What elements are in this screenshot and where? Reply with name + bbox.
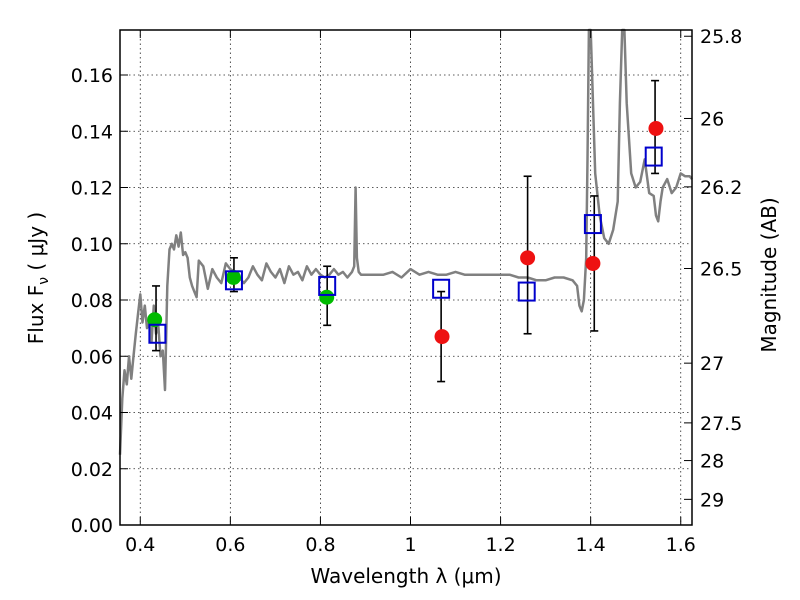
x-tick-label: 1	[404, 534, 416, 556]
y2-tick-label: 27	[700, 353, 724, 375]
errorbar-series	[152, 79, 660, 383]
red-data-point	[648, 120, 664, 136]
y-tick-label: 0.06	[71, 346, 113, 368]
y2-tick-label: 25.8	[700, 26, 742, 48]
y-axis-label-unit: ( μJy )	[24, 212, 48, 277]
green-data-point	[147, 312, 163, 328]
y2-tick-label: 26.2	[700, 177, 742, 199]
y-axis-label-sub: ν	[36, 277, 52, 285]
model-box	[318, 275, 337, 296]
y-tick-label: 0.14	[71, 121, 113, 143]
model-box	[148, 323, 167, 344]
y-tick-label: 0.00	[71, 515, 113, 537]
model-box	[583, 214, 602, 235]
y2-axis-label: Magnitude (AB)	[757, 197, 781, 352]
red-data-point	[520, 250, 536, 266]
model-box	[432, 278, 451, 299]
y-tick-label: 0.02	[71, 459, 113, 481]
y-tick-label: 0.08	[71, 290, 113, 312]
y-axis-label-main: Flux F	[24, 285, 48, 344]
red-data-point	[585, 255, 601, 271]
x-tick-label: 0.4	[125, 534, 155, 556]
model-box	[517, 281, 536, 302]
axis-ticks: 0.4 0.6 0.8 1 1.2 1.4 1.6 0.00 0.02 0.04 0.06 0.08 0…	[71, 26, 743, 556]
spectrum-line	[118, 28, 693, 455]
y-axis-label: Flux Fν ( μJy )	[24, 212, 52, 344]
x-tick-label: 1.6	[666, 534, 696, 556]
green-data-point	[225, 270, 241, 285]
red-data-point	[434, 329, 450, 345]
model-box	[644, 146, 663, 167]
model-box	[224, 270, 243, 291]
y-tick-label: 0.04	[71, 403, 113, 425]
y-tick-label: 0.10	[71, 234, 113, 256]
y2-tick-label: 29	[700, 489, 724, 511]
y2-tick-label: 26	[700, 108, 724, 130]
model-boxes	[148, 146, 663, 344]
y2-tick-label: 26.5	[700, 258, 742, 280]
photometry-points	[147, 120, 664, 345]
x-tick-label: 1.4	[576, 534, 606, 556]
y2-tick-label: 28	[700, 451, 724, 473]
x-axis-label: Wavelength λ (μm)	[310, 564, 501, 588]
x-tick-label: 1.2	[485, 534, 515, 556]
x-tick-label: 0.6	[215, 534, 245, 556]
green-data-point	[319, 289, 335, 305]
x-tick-label: 0.8	[305, 534, 335, 556]
y2-tick-label: 27.5	[700, 413, 742, 435]
spectrum-series	[118, 28, 693, 455]
y-tick-label: 0.12	[71, 178, 113, 200]
plot-frame	[119, 29, 693, 526]
y-tick-label: 0.16	[71, 65, 113, 87]
